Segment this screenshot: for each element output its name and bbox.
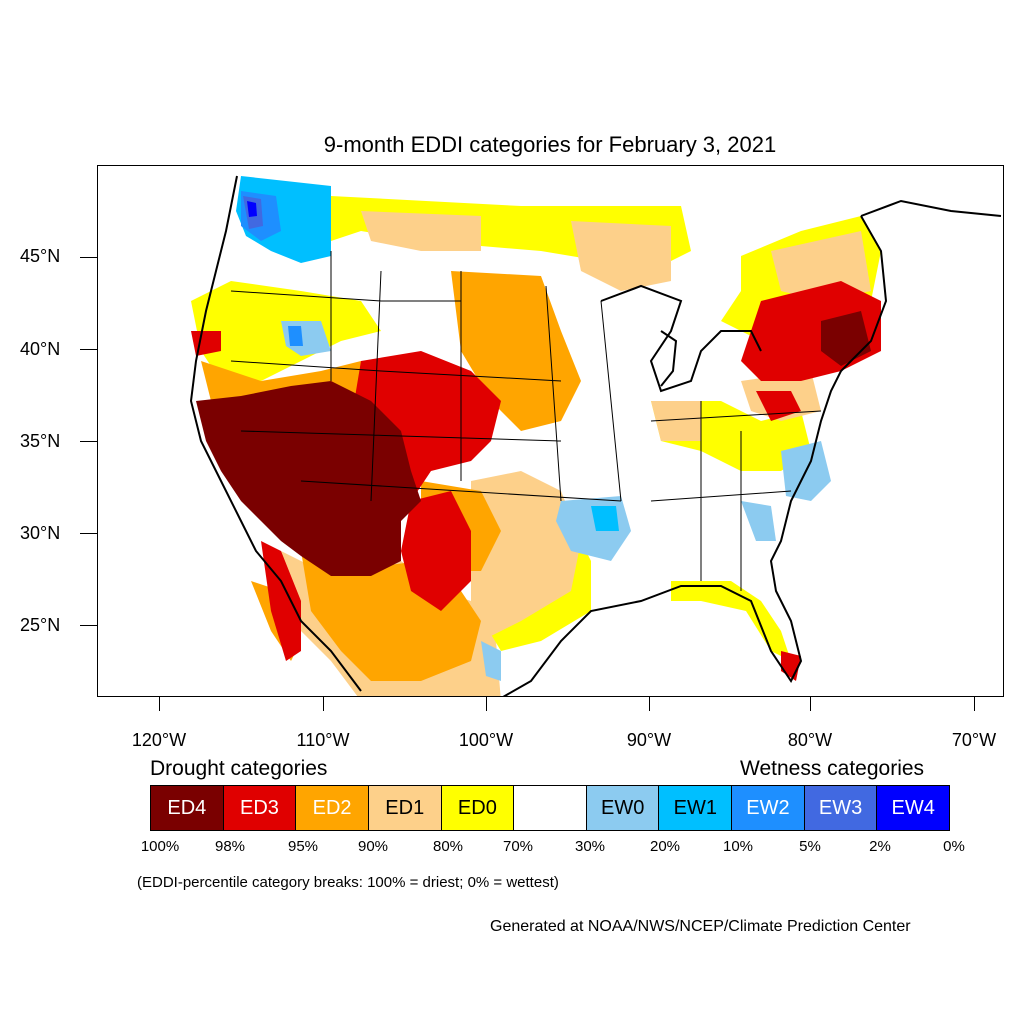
legend-break: 0% (943, 838, 965, 855)
legend-box-ew0: EW0 (586, 786, 660, 830)
ed1-region (651, 401, 701, 441)
lat-label-45: 45°N (20, 246, 61, 266)
lat-tick (80, 441, 97, 442)
ew0-region (481, 641, 501, 681)
coastline (502, 215, 888, 696)
ed0-region (671, 581, 791, 661)
legend-box-ed1: ED1 (368, 786, 442, 830)
legend-box-ew4: EW4 (877, 786, 950, 830)
great-lakes (660, 330, 678, 387)
lat-label-25: 25°N (20, 615, 61, 635)
ed1-region (471, 471, 581, 641)
map-frame (97, 165, 1004, 697)
legend-box-ed4: ED4 (151, 786, 224, 830)
ew0-region (741, 501, 776, 541)
legend-break: 100% (140, 838, 180, 855)
legend-box-ew2: EW2 (732, 786, 805, 830)
legend-box-ed3: ED3 (223, 786, 297, 830)
legend-box-neutral (514, 786, 587, 830)
lat-label-35: 35°N (20, 431, 61, 451)
legend-box-ed0: ED0 (441, 786, 515, 830)
coastline (189, 175, 362, 692)
legend-break: 10% (722, 838, 754, 855)
ew4-region (247, 201, 257, 217)
lat-label-30: 30°N (20, 523, 61, 543)
lon-tick (649, 697, 650, 711)
lon-label-100: 100°W (458, 730, 514, 750)
category-fields (191, 176, 881, 681)
lon-label-90: 90°W (626, 730, 672, 750)
ed4-region (196, 381, 421, 576)
ed3-region (401, 491, 471, 611)
legend-box-ew1: EW1 (659, 786, 733, 830)
lon-label-110: 110°W (296, 730, 350, 750)
legend-break: 20% (649, 838, 681, 855)
legend-break: 98% (214, 838, 246, 855)
credit-line: Generated at NOAA/NWS/NCEP/Climate Predi… (490, 918, 911, 935)
legend-box-ed2: ED2 (296, 786, 369, 830)
lon-tick (323, 697, 324, 711)
ed2-region (451, 271, 581, 431)
lon-tick (159, 697, 160, 711)
ed1-region (361, 211, 481, 251)
map-canvas (189, 175, 1002, 696)
lon-label-80: 80°W (787, 730, 833, 750)
ew2-region (288, 326, 303, 346)
legend-break: 95% (287, 838, 319, 855)
lat-tick (80, 257, 97, 258)
lat-tick (80, 349, 97, 350)
lon-tick (486, 697, 487, 711)
lon-tick (974, 697, 975, 711)
lat-label-40: 40°N (20, 339, 61, 359)
map-title: 9-month EDDI categories for February 3, … (323, 132, 777, 157)
lat-tick (80, 625, 97, 626)
legend-note: (EDDI-percentile category breaks: 100% =… (137, 874, 559, 891)
legend-break: 30% (574, 838, 606, 855)
wetness-categories-heading: Wetness categories (740, 757, 925, 780)
ew1-region (591, 506, 619, 531)
ed3-region (756, 391, 801, 421)
state-lines (230, 251, 822, 591)
great-lakes (600, 284, 762, 393)
legend-break: 80% (432, 838, 464, 855)
ed1-region (571, 221, 671, 291)
boundaries (189, 175, 1002, 696)
legend-break: 90% (357, 838, 389, 855)
ed3-region (261, 541, 301, 661)
lon-label-70: 70°W (951, 730, 997, 750)
legend-color-bar: ED4 ED3 ED2 ED1 ED0 EW0 EW1 EW2 EW3 EW4 (150, 785, 950, 831)
legend-box-ew3: EW3 (804, 786, 878, 830)
legend-break: 70% (502, 838, 534, 855)
coastline (860, 199, 1002, 217)
lat-tick (80, 533, 97, 534)
drought-categories-heading: Drought categories (150, 757, 328, 780)
legend-break: 2% (869, 838, 891, 855)
lon-tick (810, 697, 811, 711)
legend-break: 5% (799, 838, 821, 855)
lon-label-120: 120°W (131, 730, 187, 750)
